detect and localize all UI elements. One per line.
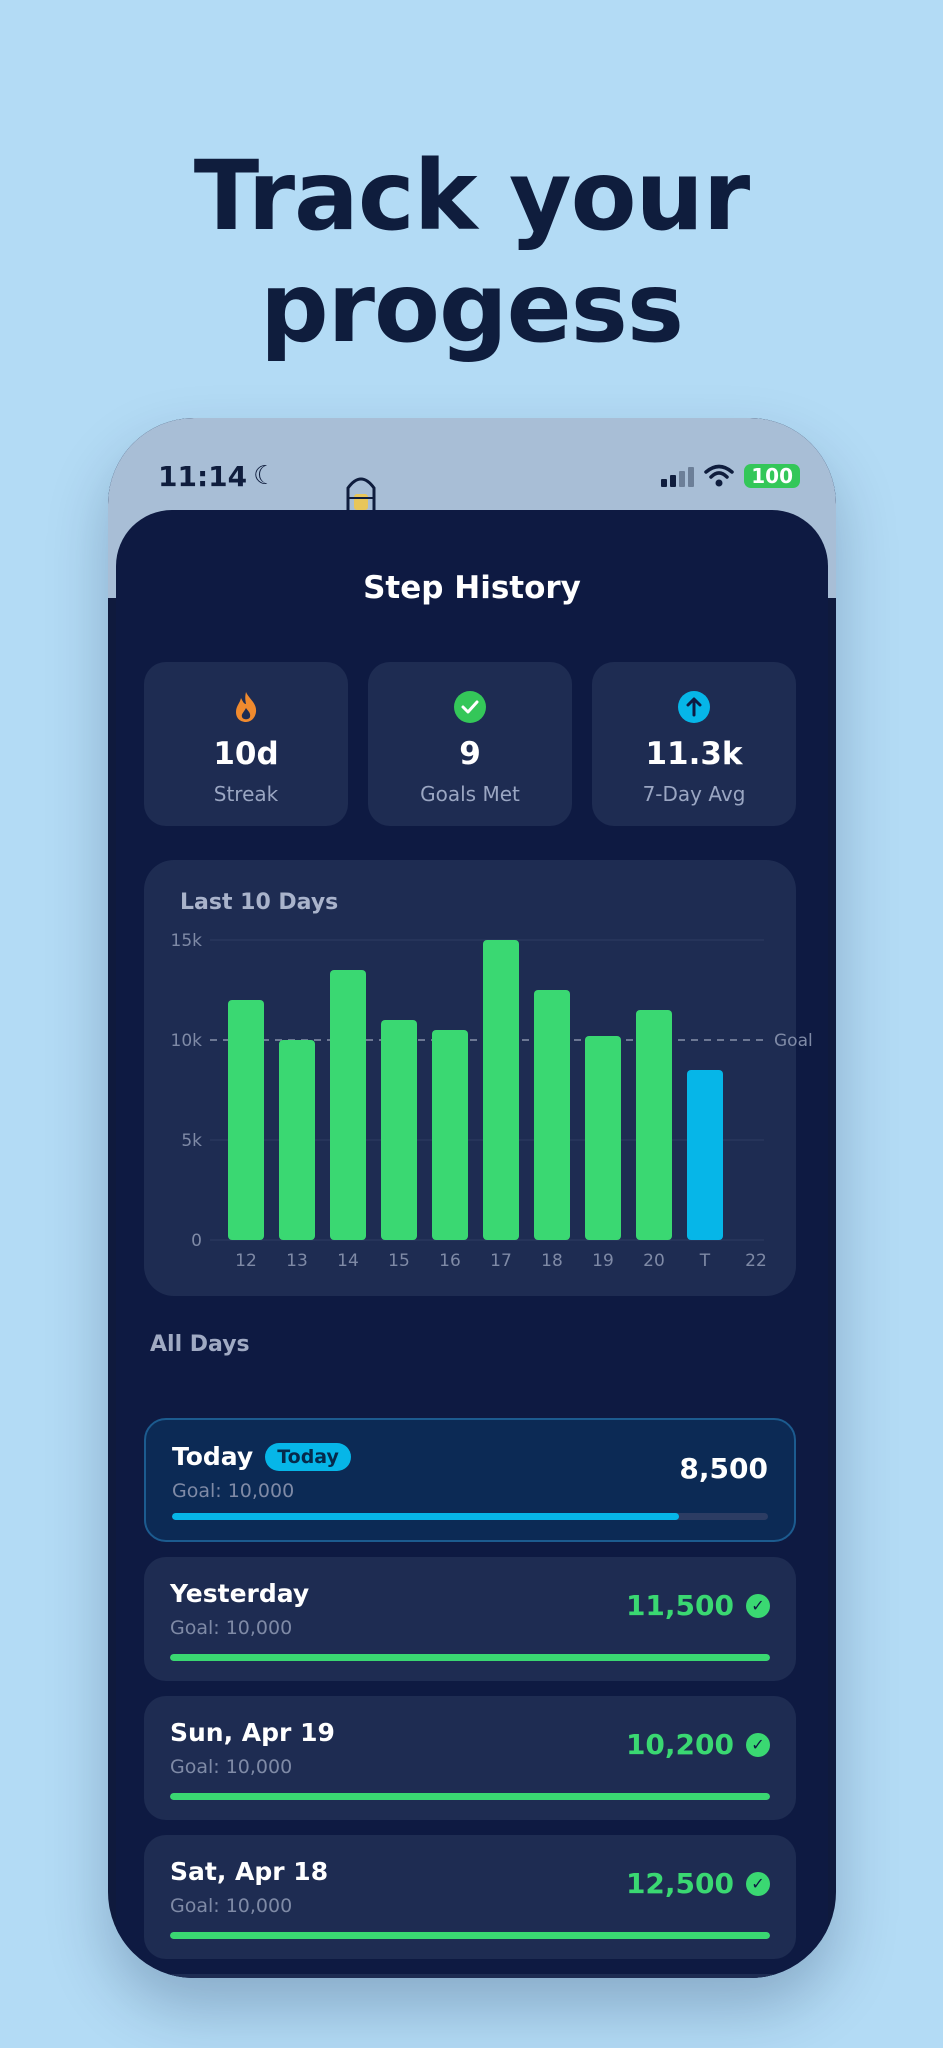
x-tick-label: 19 — [592, 1251, 614, 1271]
progress-fill — [170, 1793, 770, 1800]
chart-title: Last 10 Days — [180, 890, 339, 915]
day-name: Sun, Apr 19 — [170, 1718, 335, 1747]
day-card[interactable]: Yesterday Goal: 10,000 11,500 ✓ — [144, 1557, 796, 1681]
x-tick-label: 13 — [286, 1251, 308, 1271]
check-circle-icon — [454, 691, 486, 723]
progress-fill — [170, 1932, 770, 1939]
x-tick-label: 20 — [643, 1251, 665, 1271]
y-tick-label: 15k — [171, 931, 203, 951]
progress-track — [170, 1793, 770, 1800]
check-icon: ✓ — [746, 1871, 770, 1896]
goals-met-label: Goals Met — [420, 782, 520, 806]
status-bar: 11:14 ☾ 100 — [158, 456, 800, 496]
today-badge: Today — [265, 1442, 351, 1471]
day-goal: Goal: 10,000 — [170, 1895, 293, 1917]
goal-label: Goal — [774, 1031, 813, 1051]
stat-card-streak: 10d Streak — [144, 662, 348, 826]
chart-bar — [534, 990, 570, 1240]
day-steps: 11,500 ✓ — [626, 1589, 770, 1622]
battery-indicator: 100 — [744, 464, 800, 488]
day-card[interactable]: Sat, Apr 18 Goal: 10,000 12,500 ✓ — [144, 1835, 796, 1959]
progress-track — [170, 1932, 770, 1939]
chart-card: Last 10 Days 0 5k 10k 15k Goal 12 13 14 15 16 17 18… — [144, 860, 813, 1296]
day-steps-value: 8,500 — [679, 1452, 768, 1485]
day-name-text: Sat, Apr 18 — [170, 1857, 329, 1886]
status-time: 11:14 ☾ — [158, 460, 276, 493]
chart-bar — [279, 1040, 315, 1240]
flame-icon — [236, 692, 257, 722]
day-steps-value: 11,500 — [625, 1589, 734, 1622]
day-name: Today Today — [172, 1442, 351, 1471]
lantern-icon — [346, 477, 376, 516]
time-text: 11:14 — [158, 459, 248, 493]
chart-bar — [585, 1036, 621, 1240]
stat-card-goals-met: 9 Goals Met — [368, 662, 572, 826]
goals-met-value: 9 — [459, 736, 481, 772]
progress-track — [172, 1513, 768, 1520]
x-tick-label: 22 — [745, 1251, 767, 1271]
day-card-partial[interactable]: Fri, Apr 17 — [144, 1974, 796, 1978]
day-name-text: Yesterday — [170, 1579, 310, 1608]
page-title: Step History — [363, 570, 581, 606]
cellular-signal-icon — [661, 465, 695, 487]
chart-bar — [687, 1070, 723, 1240]
chart-bar — [228, 1000, 264, 1240]
day-goal: Goal: 10,000 — [172, 1480, 295, 1502]
x-tick-label: T — [699, 1251, 711, 1271]
x-tick-label: 17 — [490, 1251, 512, 1271]
day-name: Sat, Apr 18 — [170, 1857, 328, 1886]
avg-label: 7-Day Avg — [642, 782, 746, 806]
x-tick-label: 15 — [388, 1251, 410, 1271]
day-steps: 8,500 — [679, 1452, 768, 1485]
chart-bar — [483, 940, 519, 1240]
arrow-up-circle-icon — [678, 691, 710, 723]
phone-frame: 11:14 ☾ 100 Step History 10d — [108, 418, 836, 1978]
day-name: Yesterday — [170, 1579, 309, 1608]
check-icon: ✓ — [746, 1593, 770, 1618]
headline: Track your progess — [193, 140, 750, 364]
y-tick-label: 5k — [181, 1131, 202, 1151]
step-history-sheet: Step History 10d Streak 9 Goals Met 11.3… — [116, 510, 828, 1978]
chart-bar — [381, 1020, 417, 1240]
streak-label: Streak — [213, 782, 279, 806]
day-steps: 12,500 ✓ — [626, 1867, 770, 1900]
day-name-text: Today — [172, 1442, 254, 1471]
day-steps-value: 10,200 — [625, 1728, 734, 1761]
x-tick-label: 16 — [439, 1251, 461, 1271]
avg-value: 11.3k — [645, 736, 743, 772]
day-name-text: Sun, Apr 19 — [170, 1718, 335, 1747]
x-tick-label: 12 — [235, 1251, 257, 1271]
day-card[interactable]: Sun, Apr 19 Goal: 10,000 10,200 ✓ — [144, 1696, 796, 1820]
moon-icon: ☾ — [253, 461, 277, 491]
chart-bar — [432, 1030, 468, 1240]
chart-bar — [636, 1010, 672, 1240]
progress-track — [170, 1654, 770, 1661]
day-goal: Goal: 10,000 — [170, 1617, 293, 1639]
progress-fill — [172, 1513, 679, 1520]
x-tick-label: 18 — [541, 1251, 563, 1271]
day-goal: Goal: 10,000 — [170, 1756, 293, 1778]
y-tick-label: 0 — [191, 1231, 202, 1251]
day-card[interactable]: Today Today Goal: 10,000 8,500 — [144, 1418, 796, 1542]
section-label-all-days: All Days — [150, 1332, 250, 1357]
progress-fill — [170, 1654, 770, 1661]
day-steps-value: 12,500 — [625, 1867, 734, 1900]
y-tick-label: 10k — [171, 1031, 203, 1051]
wifi-icon — [704, 464, 734, 487]
status-right: 100 — [661, 464, 800, 488]
streak-value: 10d — [213, 736, 279, 772]
x-tick-label: 14 — [337, 1251, 359, 1271]
steps-bar-chart: 0 5k 10k 15k Goal 12 13 14 15 16 17 18 19 20 T 22 — [171, 931, 813, 1271]
stat-card-avg: 11.3k 7-Day Avg — [592, 662, 796, 826]
day-steps: 10,200 ✓ — [626, 1728, 770, 1761]
check-icon: ✓ — [746, 1732, 770, 1757]
chart-bar — [330, 970, 366, 1240]
